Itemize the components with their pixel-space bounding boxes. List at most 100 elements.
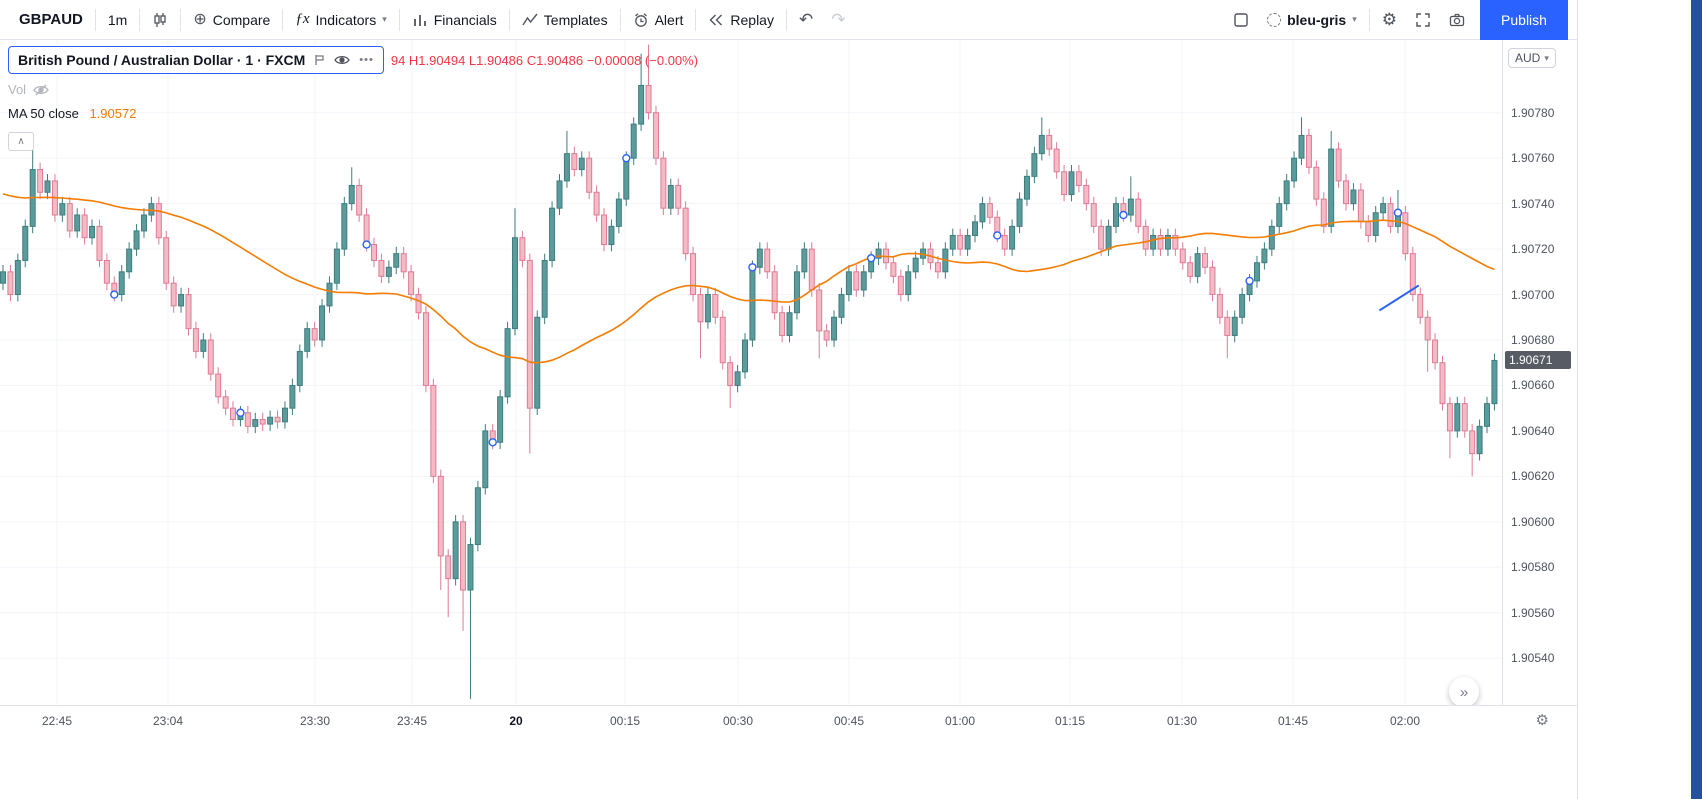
compare-button[interactable]: ⊕ Compare <box>184 5 279 35</box>
candle-body <box>333 248 340 284</box>
trade-marker[interactable] <box>622 153 631 163</box>
chart-type-button[interactable] <box>143 5 177 35</box>
replay-button[interactable]: Replay <box>699 5 783 35</box>
candle-body <box>244 412 251 427</box>
candle-body <box>1320 198 1327 227</box>
candle-body <box>1461 403 1468 432</box>
candle-body <box>890 262 897 277</box>
undo-button[interactable]: ↶ <box>790 5 822 35</box>
eye-off-icon[interactable] <box>33 84 49 96</box>
interval-button[interactable]: 1m <box>99 5 136 35</box>
price-tick-label: 1.90680 <box>1511 333 1555 347</box>
candle-body <box>667 184 674 209</box>
time-tick-label: 23:30 <box>299 714 331 728</box>
templates-button[interactable]: Templates <box>513 5 617 35</box>
candle-body <box>1023 175 1030 200</box>
candle-body <box>704 294 711 323</box>
candle-body <box>905 271 912 296</box>
ma-indicator-label[interactable]: MA 50 close <box>8 106 79 121</box>
candle-body <box>289 384 296 409</box>
candle-body <box>118 271 125 296</box>
settings-button[interactable]: ⚙ <box>1373 5 1406 35</box>
symbol-button[interactable]: GBPAUD <box>10 5 92 35</box>
price-axis[interactable]: AUD ▾ 1.90780 1.90760 1.90740 1.90720 1.9070… <box>1502 40 1576 705</box>
candle-body <box>1187 262 1194 277</box>
theme-select-button[interactable]: bleu-gris ▾ <box>1258 5 1366 35</box>
candle-body <box>1491 359 1498 405</box>
price-tick-label: 1.90580 <box>1511 560 1555 575</box>
candle-body <box>1068 171 1075 196</box>
candle-body <box>140 214 147 232</box>
candlestick-chart[interactable] <box>0 40 1502 705</box>
fullscreen-icon <box>1416 12 1430 27</box>
candle-body <box>586 157 593 193</box>
fullscreen-button[interactable] <box>1406 5 1440 35</box>
expand-panel-button[interactable]: » <box>1449 677 1479 705</box>
more-options-icon[interactable]: ••• <box>359 54 374 66</box>
time-tick-label: 01:15 <box>1054 714 1086 728</box>
candle-body <box>259 419 266 425</box>
candle-body <box>660 157 667 209</box>
candle-body <box>14 259 21 296</box>
trade-marker[interactable] <box>110 290 119 299</box>
candle-body <box>1343 180 1350 205</box>
candle-body <box>22 225 29 261</box>
trade-marker[interactable] <box>1245 276 1254 286</box>
currency-selector[interactable]: AUD ▾ <box>1508 48 1556 68</box>
price-tick-label: 1.90600 <box>1511 514 1555 529</box>
candle-body <box>682 207 689 255</box>
candle-body <box>385 266 392 277</box>
candle-body <box>222 396 229 409</box>
trade-marker[interactable] <box>362 240 371 249</box>
time-tick-label: 02:00 <box>1389 714 1421 728</box>
candle-body <box>1313 166 1320 200</box>
layout-select-button[interactable] <box>1224 5 1258 35</box>
trade-marker[interactable] <box>748 263 757 272</box>
indicators-button[interactable]: ƒx Indicators ▾ <box>286 5 395 35</box>
candle-body <box>808 248 815 291</box>
trade-marker[interactable] <box>1119 210 1128 220</box>
candle-body <box>215 373 222 398</box>
chart-plot-area[interactable]: British Pound / Australian Dollar · 1 · … <box>0 40 1502 705</box>
candle-body <box>437 475 444 557</box>
redo-button[interactable]: ↷ <box>822 5 854 35</box>
candle-body <box>875 248 882 259</box>
candle-body <box>133 230 140 250</box>
time-axis[interactable]: 22:45 23:04 23:30 23:45 20 00:15 00:30 00:45 01:… <box>0 705 1577 735</box>
candle-body <box>148 203 155 216</box>
time-tick-label: 20 <box>509 714 523 728</box>
candle-body <box>1127 198 1134 216</box>
eye-icon[interactable] <box>334 54 351 66</box>
time-tick-label: 01:45 <box>1277 714 1309 728</box>
time-tick-label: 00:15 <box>609 714 641 728</box>
trade-marker[interactable] <box>1393 208 1403 217</box>
alert-button[interactable]: Alert <box>624 5 693 35</box>
camera-icon <box>1449 13 1465 26</box>
trend-line[interactable] <box>1378 284 1420 312</box>
replay-icon <box>709 14 723 25</box>
flag-icon[interactable] <box>314 54 325 66</box>
financials-button[interactable]: Financials <box>403 5 506 35</box>
candle-body <box>823 330 830 341</box>
price-tick-label: 1.90740 <box>1511 196 1555 211</box>
symbol-legend-pill[interactable]: British Pound / Australian Dollar · 1 · … <box>8 46 384 74</box>
trade-marker[interactable] <box>866 253 876 263</box>
legend-collapse-button[interactable]: ∧ <box>8 132 34 151</box>
time-tick-label: 23:45 <box>396 714 428 728</box>
trade-marker[interactable] <box>993 231 1002 240</box>
candle-body <box>1276 203 1283 227</box>
axis-settings-gear-icon[interactable]: ⚙ <box>1535 712 1549 729</box>
time-tick-label: 22:45 <box>41 714 73 728</box>
snapshot-button[interactable] <box>1440 5 1474 35</box>
layout-icon <box>1234 12 1248 27</box>
candle-body <box>1231 316 1238 336</box>
candle-body <box>341 203 348 250</box>
candle-body <box>1402 212 1409 255</box>
publish-button[interactable]: Publish <box>1480 0 1568 40</box>
candle-body <box>1016 198 1023 227</box>
candle-body <box>103 259 110 284</box>
volume-indicator-label[interactable]: Vol <box>8 82 27 97</box>
trade-marker[interactable] <box>236 408 245 417</box>
trade-marker[interactable] <box>488 438 497 447</box>
